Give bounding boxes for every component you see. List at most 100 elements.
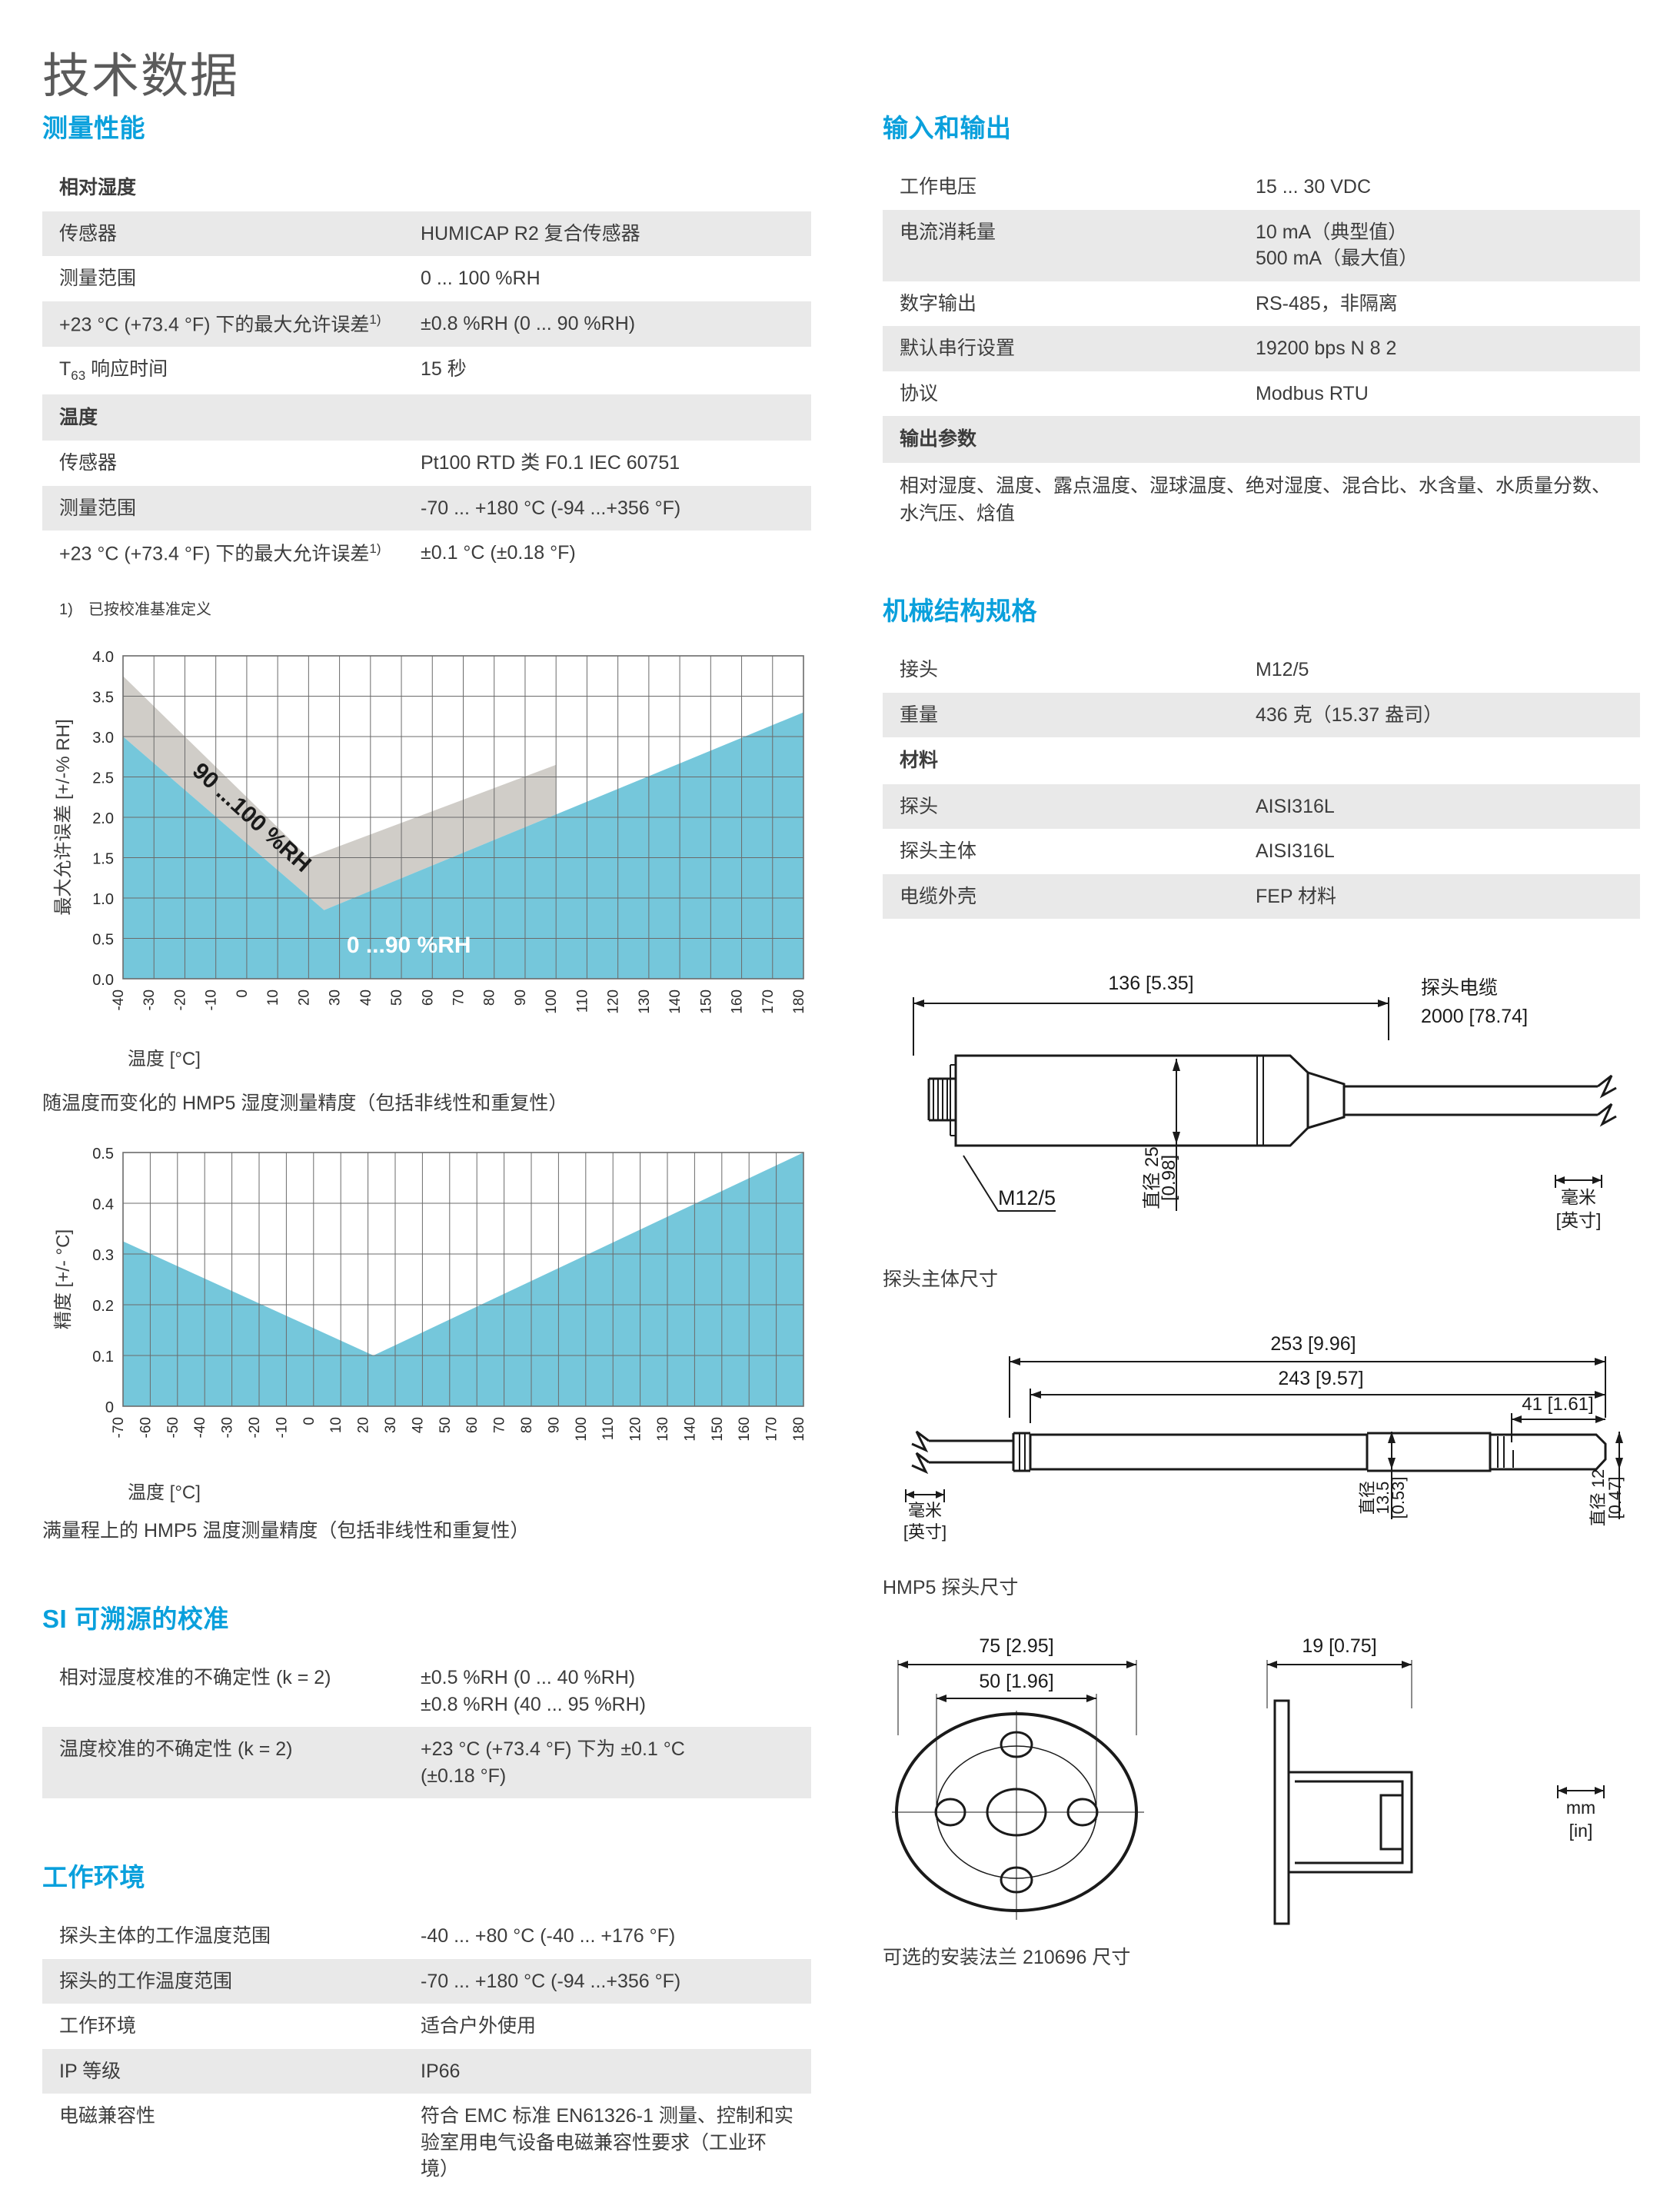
x-tick-label: 40 [410, 1417, 426, 1433]
x-tick-label: -10 [204, 990, 220, 1010]
dia-tip-label: 直径 12 [1589, 1469, 1608, 1527]
table-row: 数字输出 RS-485，非隔离 [883, 281, 1640, 327]
y-tick-label: 0.2 [92, 1298, 114, 1315]
drawing-flange-caption: 可选的安装法兰 210696 尺寸 [883, 1947, 1131, 1968]
row-key-subscript: 63 [71, 368, 86, 384]
row-key-base: T [59, 358, 72, 381]
row-key: 接头 [900, 659, 939, 680]
group-label-material: 材料 [900, 750, 939, 771]
section-heading-environment: 工作环境 [42, 1863, 145, 1892]
y-tick-label: 3.5 [92, 690, 114, 707]
unit-label-inch: [英寸] [1556, 1210, 1602, 1230]
footnote-marker: 1) [369, 311, 381, 327]
row-value: -70 ... +180 °C (-94 ...+356 °F) [404, 485, 811, 531]
row-key-rest: 响应时间 [85, 358, 168, 381]
table-group-row-rh: 相对湿度 [42, 165, 811, 211]
dim-label-length: 136 [5.35] [1108, 973, 1193, 994]
table-row: T63 响应时间 15 秒 [42, 347, 811, 394]
row-value: 15 ... 30 VDC [1255, 176, 1372, 198]
row-value: 10 mA（典型值） 500 mA（最大值） [1238, 209, 1640, 281]
left-column: 测量性能 相对湿度 传感器 HUMICAP R2 复合传感器 测量范围 0 ..… [42, 108, 811, 2192]
y-tick-label: 2.5 [92, 770, 114, 787]
x-tick-label: -70 [111, 1417, 127, 1438]
x-tick-label: 130 [655, 1417, 671, 1442]
table-calibration: 相对湿度校准的不确定性 (k = 2) ±0.5 %RH (0 ... 40 %… [42, 1655, 811, 1799]
row-key: 工作环境 [59, 2015, 137, 2037]
row-value: 适合户外使用 [421, 2015, 537, 2037]
x-tick-label: 0 [235, 990, 251, 998]
drawing-probe: 253 [9.96] 243 [9.57] 41 [1.61] 直径 13.5 … [883, 1327, 1640, 1600]
y-tick-label: 3.0 [92, 730, 114, 747]
chart-rh-accuracy: 0.0 0.5 1.0 1.5 2.0 2.5 3.0 3.5 4.0 -40 -30 -20 -10 0… [42, 645, 811, 1076]
table-row: 传感器 Pt100 RTD 类 F0.1 IEC 60751 [42, 441, 811, 486]
right-column: 输入和输出 工作电压 15 ... 30 VDC 电流消耗量 10 mA（典型值… [883, 108, 1640, 1970]
table-row: 电缆外壳 FEP 材料 [883, 873, 1640, 919]
dim-label-diameter: 直径 25 [1142, 1146, 1163, 1209]
footnote-text: 已按校准基准定义 [88, 601, 211, 619]
section-heading-calibration: SI 可溯源的校准 [42, 1605, 229, 1634]
footnote-number: 1) [59, 601, 73, 619]
x-tick-label: 90 [513, 990, 529, 1006]
table-row: 探头 AISI316L [883, 783, 1640, 829]
table-row: 相对湿度校准的不确定性 (k = 2) ±0.5 %RH (0 ... 40 %… [42, 1655, 811, 1727]
x-tick-label: 50 [437, 1417, 454, 1433]
x-tick-label: -40 [111, 990, 127, 1010]
y-tick-label: 4.0 [92, 649, 114, 666]
row-value: ±0.5 %RH (0 ... 40 %RH) ±0.8 %RH (40 ...… [421, 1667, 646, 1715]
drawing-probe-body-svg: 136 [5.35] 探头电缆 2000 [78.74] 直径 25 [0.98… [913, 973, 1617, 1230]
table-row: 协议 Modbus RTU [883, 371, 1640, 417]
drawing-probe-body-caption: 探头主体尺寸 [883, 1269, 999, 1290]
table-row: 探头主体 AISI316L [883, 829, 1640, 874]
x-tick-label: 50 [389, 990, 405, 1006]
table-row: 传感器 HUMICAP R2 复合传感器 [42, 211, 811, 256]
row-key: 工作电压 [900, 176, 977, 198]
y-tick-label: 2.0 [92, 810, 114, 827]
row-value: FEP 材料 [1238, 873, 1640, 919]
x-tick-label: -40 [192, 1417, 208, 1438]
row-value: Modbus RTU [1255, 382, 1369, 404]
table-row: 默认串行设置 19200 bps N 8 2 [883, 326, 1640, 371]
x-tick-label: 110 [574, 990, 590, 1013]
x-tick-label: 30 [383, 1417, 399, 1433]
row-value: M12/5 [1255, 659, 1309, 680]
row-key: 传感器 [42, 211, 404, 256]
unit-label-mm: mm [1566, 1798, 1595, 1818]
x-tick-label: 80 [519, 1417, 535, 1433]
chart-t-accuracy-svg: 0 0.1 0.2 0.3 0.4 0.5 -70 -60 -50 -40 -30 -20 -10 0 10… [53, 1146, 807, 1503]
group-label-rh: 相对湿度 [59, 177, 137, 198]
drawing-probe-svg: 253 [9.96] 243 [9.57] 41 [1.61] 直径 13.5 … [903, 1333, 1625, 1542]
y-axis-label: 精度 [+/- °C] [53, 1229, 74, 1329]
x-tick-label: 140 [667, 990, 684, 1014]
x-tick-label: 120 [628, 1417, 644, 1442]
label-probe-cable-length: 2000 [78.74] [1421, 1006, 1528, 1027]
unit-label-inch: [英寸] [903, 1522, 946, 1542]
footnote: 1) 已按校准基准定义 [59, 597, 811, 619]
dim-label-thickness: 19 [0.75] [1302, 1635, 1376, 1657]
label-connector-m12: M12/5 [998, 1186, 1056, 1209]
table-row: 测量范围 0 ... 100 %RH [42, 256, 811, 301]
unit-label-mm: 毫米 [908, 1501, 942, 1520]
y-tick-label: 0.0 [92, 972, 114, 989]
row-key: +23 °C (+73.4 °F) 下的最大允许误差1) [42, 301, 404, 348]
table-io: 工作电压 15 ... 30 VDC 电流消耗量 10 mA（典型值） 500 … [883, 165, 1640, 537]
dim-label-total: 253 [9.96] [1270, 1333, 1356, 1355]
x-tick-label: 60 [420, 990, 436, 1006]
x-tick-label: -20 [247, 1417, 263, 1438]
drawing-probe-body: 136 [5.35] 探头电缆 2000 [78.74] 直径 25 [0.98… [883, 957, 1640, 1292]
table-row: 工作环境 适合户外使用 [42, 2004, 811, 2049]
x-tick-label: 100 [544, 990, 560, 1014]
x-tick-label: 10 [265, 990, 281, 1006]
group-label-output: 输出参数 [883, 416, 1640, 463]
dia-tip-inch: [0.47] [1605, 1476, 1625, 1518]
y-tick-label: 0 [105, 1399, 114, 1416]
x-tick-label: -10 [274, 1417, 290, 1438]
dim-label-inner: 243 [9.57] [1278, 1368, 1363, 1389]
series-label: 0 ...90 %RH [347, 933, 471, 958]
row-key: 默认串行设置 [883, 326, 1239, 371]
row-key: 重量 [883, 692, 1239, 737]
row-key: 电缆外壳 [883, 873, 1239, 919]
row-key: IP 等级 [42, 2048, 404, 2094]
row-value: HUMICAP R2 复合传感器 [404, 211, 811, 256]
page-title: 技术数据 [42, 49, 240, 103]
x-tick-label: 160 [730, 990, 746, 1014]
